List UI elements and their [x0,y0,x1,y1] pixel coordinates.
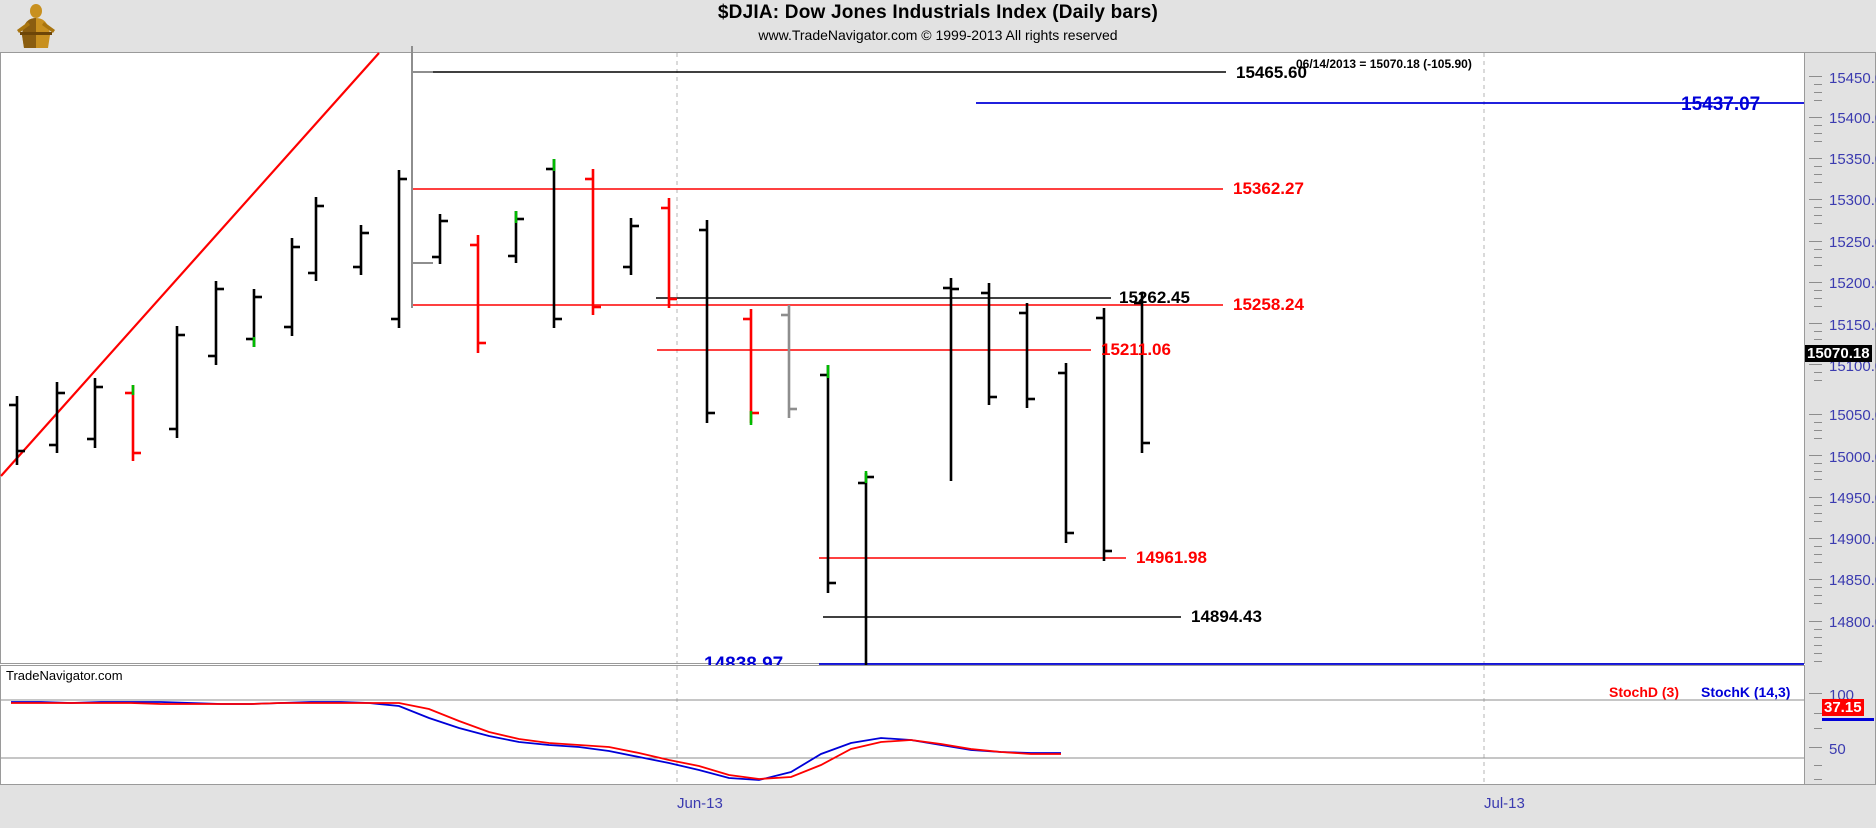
date-label-jul13: Jul-13 [1484,795,1525,812]
price-plot-svg [0,46,1804,715]
page-subtitle: www.TradeNavigator.com © 1999-2013 All r… [758,27,1118,43]
date-label-jun13: Jun-13 [677,795,723,812]
axis-label-15250: 15250.0 [1829,234,1876,251]
axis-label-15400: 15400.0 [1829,110,1876,127]
price-chart-pane[interactable]: 06/14/2013 = 15070.18 (-105.90) [0,46,1805,723]
date-axis-pane: Jun-13 Jul-13 [0,785,1876,828]
axis-label-14800: 14800.0 [1829,614,1876,631]
level-label-15362: 15362.27 [1233,179,1304,198]
level-label-14894: 14894.43 [1191,607,1262,626]
axis-label-14950: 14950.0 [1829,490,1876,507]
axis-label-15000: 15000.0 [1829,449,1876,466]
axis-label-14900: 14900.0 [1829,531,1876,548]
axis-label-15300: 15300.0 [1829,192,1876,209]
level-label-15437: 15437.07 [1681,94,1761,115]
axis-label-15050: 15050.0 [1829,407,1876,424]
current-price-box: 15070.18 [1805,345,1872,362]
stoch-box-underline [1822,718,1874,721]
level-label-14961: 14961.98 [1136,548,1207,567]
axis-label-15450: 15450.0 [1829,70,1876,87]
axis-label-15350: 15350.0 [1829,151,1876,168]
stoch-d-legend: StochD (3) [1609,684,1679,700]
axis-label-14850: 14850.0 [1829,572,1876,589]
axis-label-15100: 15100.0 [1829,358,1876,375]
watermark-text: TradeNavigator.com [6,668,123,683]
level-label-15211: 15211.06 [1101,340,1171,359]
axis-label-15150: 15150.0 [1829,317,1876,334]
stochastic-plot-svg [1,666,1804,784]
chart-header: $DJIA: Dow Jones Industrials Index (Dail… [0,0,1876,52]
current-stoch-box: 37.15 [1822,699,1864,716]
stochastic-pane[interactable]: TradeNavigator.com StochD (3) StochK (14… [0,665,1805,785]
level-label-15258: 15258.24 [1233,295,1304,314]
axis-label-15200: 15200.0 [1829,275,1876,292]
quote-readout: 06/14/2013 = 15070.18 (-105.90) [1296,57,1472,71]
stoch-k-legend: StochK (14,3) [1701,684,1791,700]
stoch-axis-label-50: 50 [1829,741,1846,758]
price-axis-pane[interactable]: 15450.0 15400.0 15350.0 15300.0 15250.0 … [1805,52,1876,785]
level-label-15262: 15262.45 [1119,288,1190,307]
trader-figure-logo [17,4,55,48]
level-label-15465: 15465.60 [1236,63,1307,82]
page-title: $DJIA: Dow Jones Industrials Index (Dail… [717,2,1159,23]
